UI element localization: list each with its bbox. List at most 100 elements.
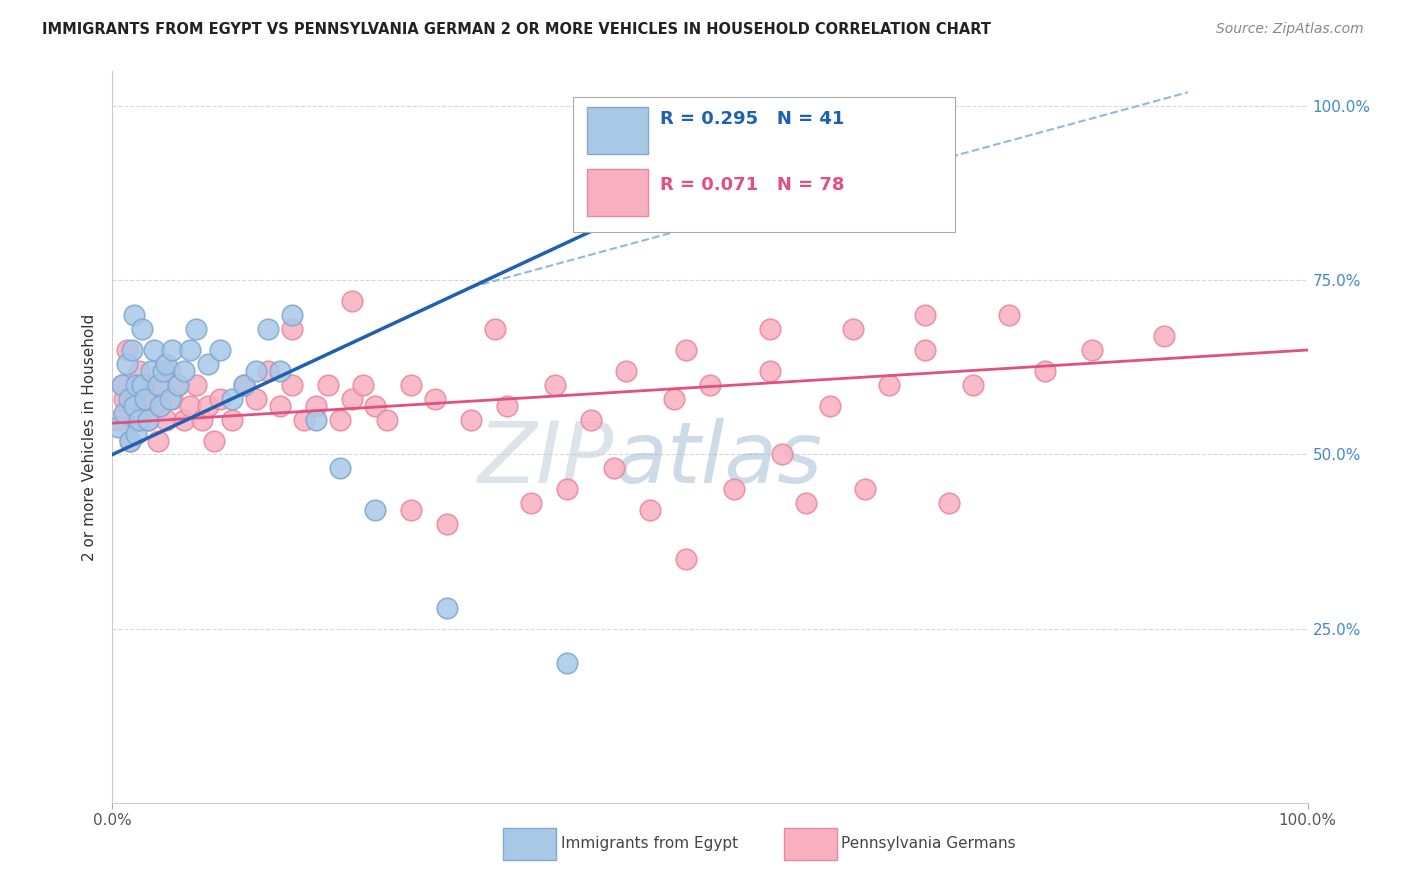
Point — [115, 343, 138, 357]
Point — [173, 412, 195, 426]
Point — [555, 657, 578, 671]
Point — [1081, 343, 1104, 357]
Point — [340, 294, 363, 309]
Text: IMMIGRANTS FROM EGYPT VS PENNSYLVANIA GERMAN 2 OR MORE VEHICLES IN HOUSEHOLD COR: IMMIGRANTS FROM EGYPT VS PENNSYLVANIA GE… — [42, 22, 991, 37]
Point — [305, 412, 328, 426]
Point — [723, 483, 745, 497]
FancyBboxPatch shape — [785, 828, 837, 860]
Point — [179, 399, 201, 413]
Point — [122, 308, 145, 322]
Point — [770, 448, 793, 462]
Point — [818, 399, 841, 413]
Point — [159, 392, 181, 406]
Point — [329, 412, 352, 426]
Point — [855, 483, 877, 497]
Text: R = 0.295   N = 41: R = 0.295 N = 41 — [659, 110, 844, 128]
Point — [269, 364, 291, 378]
Point — [138, 412, 160, 426]
Point — [149, 399, 172, 413]
Point — [664, 392, 686, 406]
Point — [436, 517, 458, 532]
Point — [167, 377, 190, 392]
Y-axis label: 2 or more Vehicles in Household: 2 or more Vehicles in Household — [82, 313, 97, 561]
Point — [111, 377, 134, 392]
Point — [352, 377, 374, 392]
FancyBboxPatch shape — [586, 107, 648, 154]
FancyBboxPatch shape — [572, 97, 955, 232]
Point — [401, 377, 423, 392]
Point — [134, 392, 156, 406]
Point — [120, 434, 142, 448]
Point — [364, 399, 387, 413]
Point — [179, 343, 201, 357]
Point — [364, 503, 387, 517]
Point — [496, 399, 519, 413]
Point — [579, 412, 602, 426]
Point — [842, 322, 865, 336]
Point — [197, 399, 219, 413]
Point — [186, 322, 208, 336]
Point — [122, 392, 145, 406]
Point — [759, 364, 782, 378]
Point — [329, 461, 352, 475]
Point — [460, 412, 482, 426]
Text: Immigrants from Egypt: Immigrants from Egypt — [561, 837, 738, 851]
Point — [139, 364, 162, 378]
Point — [135, 399, 157, 413]
Point — [520, 496, 543, 510]
Point — [794, 496, 817, 510]
Point — [699, 377, 721, 392]
Point — [292, 412, 315, 426]
Text: R = 0.071   N = 78: R = 0.071 N = 78 — [659, 176, 845, 194]
Point — [131, 377, 153, 392]
Point — [377, 412, 399, 426]
Point — [233, 377, 256, 392]
Point — [914, 308, 936, 322]
Point — [675, 552, 697, 566]
Point — [257, 322, 280, 336]
Point — [484, 322, 506, 336]
Point — [603, 461, 626, 475]
Point — [152, 364, 174, 378]
Point — [998, 308, 1021, 322]
Point — [128, 364, 150, 378]
Point — [111, 377, 134, 392]
Point — [146, 434, 169, 448]
Point — [173, 364, 195, 378]
FancyBboxPatch shape — [503, 828, 555, 860]
Point — [316, 377, 339, 392]
Point — [340, 392, 363, 406]
Point — [616, 364, 638, 378]
Point — [152, 377, 174, 392]
Point — [202, 434, 225, 448]
Point — [120, 434, 142, 448]
Point — [125, 426, 148, 441]
Point — [128, 412, 150, 426]
Point — [115, 357, 138, 371]
Point — [138, 412, 160, 426]
Point — [146, 377, 169, 392]
Point — [233, 377, 256, 392]
Point — [107, 419, 129, 434]
Point — [1033, 364, 1056, 378]
Text: ZIP: ZIP — [478, 417, 614, 500]
Point — [281, 308, 304, 322]
Point — [125, 377, 148, 392]
Point — [962, 377, 984, 392]
Point — [245, 364, 267, 378]
Point — [121, 343, 143, 357]
Point — [257, 364, 280, 378]
Text: Source: ZipAtlas.com: Source: ZipAtlas.com — [1216, 22, 1364, 37]
Point — [197, 357, 219, 371]
Point — [155, 357, 177, 371]
Point — [118, 392, 141, 406]
Point — [281, 322, 304, 336]
Point — [221, 412, 243, 426]
Point — [281, 377, 304, 392]
Point — [640, 503, 662, 517]
Point — [159, 364, 181, 378]
Point — [305, 399, 328, 413]
Point — [114, 406, 135, 420]
Point — [149, 399, 172, 413]
Point — [221, 392, 243, 406]
